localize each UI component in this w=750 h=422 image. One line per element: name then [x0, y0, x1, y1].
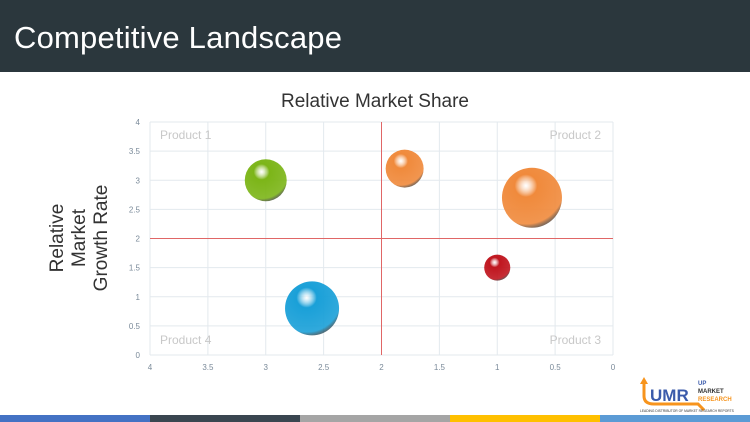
- y-tick-label: 1.5: [129, 264, 141, 273]
- y-tick-label: 4: [136, 118, 141, 127]
- header-bar: Competitive Landscape: [0, 0, 750, 72]
- bubble-point: [484, 254, 511, 281]
- y-tick-label: 1: [136, 293, 141, 302]
- y-tick-label: 3.5: [129, 147, 141, 156]
- quadrant-label: Product 1: [160, 128, 212, 142]
- x-tick-label: 2: [379, 363, 384, 372]
- y-tick-label: 0: [136, 351, 141, 360]
- svg-text:UP: UP: [698, 381, 706, 387]
- footer-color-bar: [0, 415, 750, 422]
- bubble-point: [285, 281, 340, 336]
- footer-color-segment: [300, 415, 450, 422]
- svg-text:LEADING DISTRIBUTOR OF MARKET: LEADING DISTRIBUTOR OF MARKET RESEARCH R…: [640, 409, 735, 413]
- svg-text:UMR: UMR: [650, 386, 689, 405]
- chart-title: Relative Market Share: [281, 91, 469, 112]
- footer-color-segment: [0, 415, 150, 422]
- footer-color-segment: [150, 415, 300, 422]
- x-tick-label: 2.5: [318, 363, 330, 372]
- y-tick-label: 2.5: [129, 205, 141, 214]
- quadrant-label: Product 2: [550, 128, 602, 142]
- x-tick-label: 3: [264, 363, 269, 372]
- bubble-point: [501, 167, 562, 228]
- quadrant-label: Product 4: [160, 333, 212, 347]
- svg-text:MARKET: MARKET: [698, 389, 724, 395]
- y-tick-label: 3: [136, 176, 141, 185]
- bubble-point: [244, 159, 287, 202]
- x-tick-label: 1: [495, 363, 500, 372]
- footer-color-segment: [600, 415, 750, 422]
- y-tick-label: 2: [136, 235, 141, 244]
- x-tick-label: 3.5: [202, 363, 214, 372]
- x-tick-label: 0: [611, 363, 616, 372]
- footer-color-segment: [450, 415, 600, 422]
- svg-text:RESEARCH: RESEARCH: [698, 397, 732, 403]
- umr-logo: UMR UP MARKET RESEARCH LEADING DISTRIBUT…: [640, 377, 735, 413]
- x-tick-label: 4: [148, 363, 153, 372]
- bubble-point: [385, 149, 424, 188]
- x-tick-label: 1.5: [434, 363, 446, 372]
- quadrant-label: Product 3: [550, 333, 602, 347]
- page-title: Competitive Landscape: [14, 20, 343, 55]
- y-tick-label: 0.5: [129, 322, 141, 331]
- x-tick-label: 0.5: [550, 363, 562, 372]
